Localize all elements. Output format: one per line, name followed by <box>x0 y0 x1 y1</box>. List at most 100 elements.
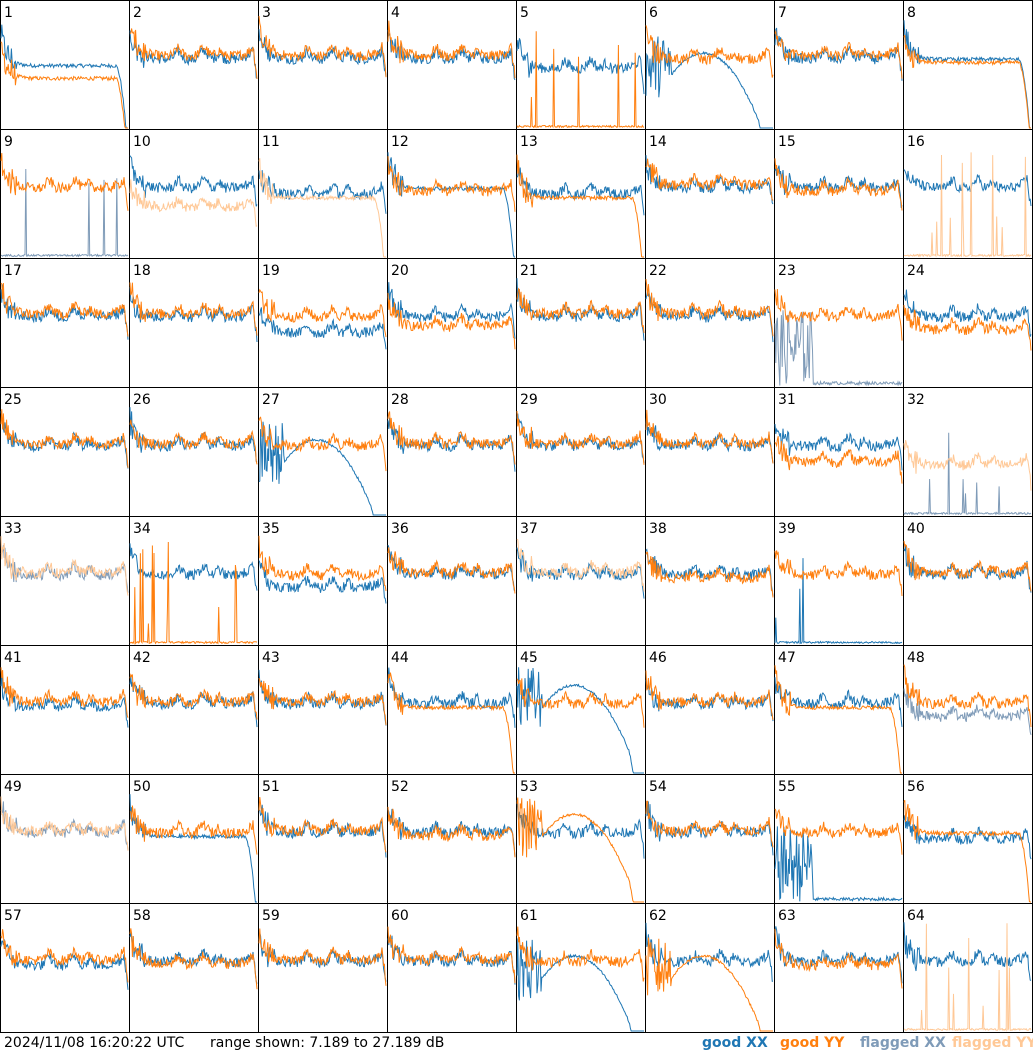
series-good-yy <box>0 282 129 337</box>
series-good-xx <box>0 671 129 728</box>
panel-number: 56 <box>907 779 925 795</box>
panel-number: 5 <box>520 5 529 21</box>
series-good-xx <box>516 38 645 95</box>
series-good-yy <box>903 305 1032 351</box>
series-good-yy <box>774 436 903 484</box>
panel-64: 64 <box>903 903 1033 1033</box>
series-good-yy <box>645 409 774 464</box>
panel-number: 61 <box>520 908 538 924</box>
panel-number: 33 <box>4 521 22 537</box>
panel-number: 54 <box>649 779 667 795</box>
series-good-xx <box>258 307 387 350</box>
series-good-xx <box>774 558 903 645</box>
series-good-yy <box>516 797 644 903</box>
series-good-yy <box>387 20 516 79</box>
panel-number: 63 <box>778 908 796 924</box>
series-good-yy <box>774 550 903 597</box>
panel-number: 15 <box>778 134 796 150</box>
series-flagged-xx <box>903 432 1032 516</box>
series-good-yy <box>129 541 258 645</box>
series-flagged-yy <box>0 536 129 596</box>
panel-62: 62 <box>645 903 775 1033</box>
series-good-xx <box>903 169 1032 207</box>
series-good-xx <box>387 667 516 728</box>
panel-number: 24 <box>907 263 925 279</box>
series-good-xx <box>645 922 773 982</box>
series-flagged-yy <box>903 923 1032 1032</box>
series-good-yy <box>645 25 774 78</box>
series-good-xx <box>129 794 257 903</box>
series-good-yy <box>387 926 516 984</box>
series-good-yy <box>258 677 387 726</box>
series-good-yy <box>129 673 258 720</box>
series-good-yy <box>516 31 645 129</box>
panel-number: 48 <box>907 650 925 666</box>
series-good-yy <box>774 665 902 774</box>
panel-number: 22 <box>649 263 667 279</box>
panel-number: 34 <box>133 521 151 537</box>
panel-number: 49 <box>4 779 22 795</box>
series-good-yy <box>129 28 258 80</box>
series-good-yy <box>387 156 516 212</box>
panel-number: 29 <box>520 392 538 408</box>
panel-number: 17 <box>4 263 22 279</box>
range-text: range shown: 7.189 to 27.189 dB <box>210 1035 445 1051</box>
series-good-yy <box>774 928 903 989</box>
legend-good-xx: good XX <box>702 1035 768 1051</box>
panel-number: 25 <box>4 392 22 408</box>
panel-number: 36 <box>391 521 409 537</box>
series-good-yy <box>387 547 516 594</box>
panel-number: 57 <box>4 908 22 924</box>
panel-number: 19 <box>262 263 280 279</box>
series-good-xx <box>903 20 1031 129</box>
series-flagged-xx <box>0 168 129 258</box>
timestamp: 2024/11/08 16:20:22 UTC <box>4 1035 185 1051</box>
series-flagged-xx <box>0 801 129 851</box>
panel-number: 2 <box>133 5 142 21</box>
panel-number: 8 <box>907 5 916 21</box>
series-flagged-yy <box>516 538 645 592</box>
series-good-yy <box>387 411 516 465</box>
panel-number: 53 <box>520 779 538 795</box>
panel-number: 46 <box>649 650 667 666</box>
series-flagged-yy <box>129 179 258 228</box>
legend-good-yy: good YY <box>780 1035 845 1051</box>
panel-number: 28 <box>391 392 409 408</box>
panel-number: 10 <box>133 134 151 150</box>
panel-15: 15 <box>774 129 904 259</box>
series-good-xx <box>903 922 1032 982</box>
series-good-yy <box>129 805 258 855</box>
series-good-yy <box>387 806 516 858</box>
series-good-yy <box>0 41 128 129</box>
panel-number: 50 <box>133 779 151 795</box>
series-flagged-xx <box>774 310 903 387</box>
series-good-xx <box>0 284 129 340</box>
series-good-yy <box>258 15 387 78</box>
series-good-yy <box>516 287 645 334</box>
panel-number: 23 <box>778 263 796 279</box>
panel-number: 39 <box>778 521 796 537</box>
panel-number: 20 <box>391 263 409 279</box>
series-good-yy <box>516 410 645 465</box>
series-good-xx <box>774 424 903 471</box>
panel-number: 37 <box>520 521 538 537</box>
series-good-xx <box>903 289 1032 337</box>
series-good-xx <box>516 799 645 859</box>
panel-58: 58 <box>129 903 259 1033</box>
legend-flagged-xx: flagged XX <box>860 1035 946 1051</box>
series-good-xx <box>258 560 387 604</box>
series-good-xx <box>258 170 387 214</box>
panel-number: 43 <box>262 650 280 666</box>
series-good-yy <box>774 288 903 341</box>
series-good-yy <box>903 664 1032 728</box>
series-good-xx <box>129 155 258 207</box>
panel-number: 45 <box>520 650 538 666</box>
panel-number: 47 <box>778 650 796 666</box>
series-good-yy <box>0 667 129 718</box>
panel-number: 58 <box>133 908 151 924</box>
series-good-yy <box>774 158 903 211</box>
series-good-yy <box>0 929 129 983</box>
series-good-yy <box>129 282 258 336</box>
panel-number: 6 <box>649 5 658 21</box>
panel-number: 9 <box>4 134 13 150</box>
